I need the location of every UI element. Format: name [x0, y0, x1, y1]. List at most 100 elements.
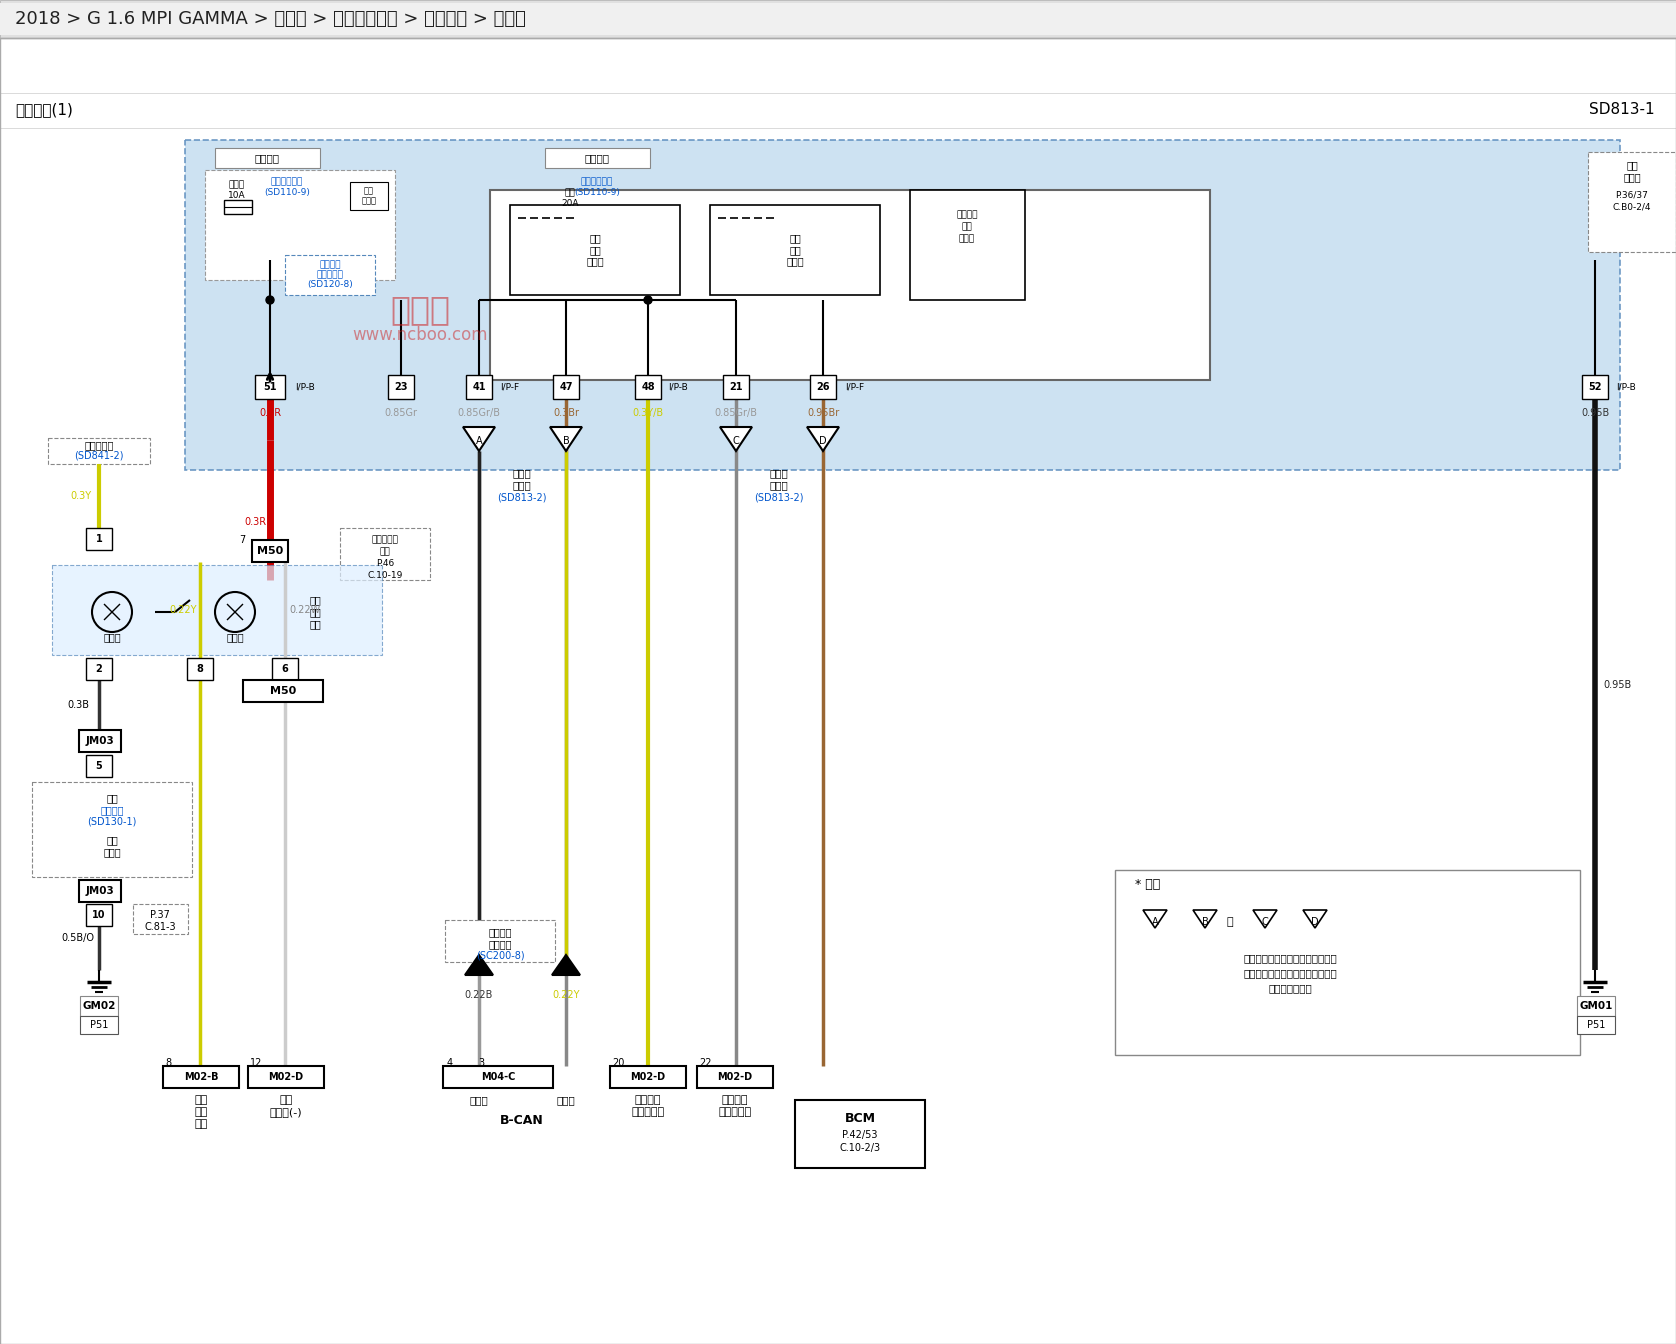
- Text: 高电位: 高电位: [556, 1095, 575, 1105]
- Text: (SD110-9): (SD110-9): [575, 188, 620, 196]
- Text: 0.95B: 0.95B: [1602, 680, 1631, 689]
- Polygon shape: [1254, 910, 1277, 927]
- Text: 门锁闭锁: 门锁闭锁: [957, 211, 977, 219]
- Text: 闪烁器分布: 闪烁器分布: [317, 270, 344, 280]
- Text: 8: 8: [196, 664, 203, 673]
- Text: 0.85Gr/B: 0.85Gr/B: [714, 409, 758, 418]
- Bar: [80, 996, 117, 1016]
- Bar: [204, 169, 396, 280]
- Text: 47: 47: [560, 382, 573, 392]
- Text: 7: 7: [238, 535, 245, 546]
- Text: (SD813-2): (SD813-2): [754, 492, 804, 503]
- Bar: [711, 206, 880, 294]
- Text: 开关: 开关: [308, 620, 320, 629]
- Bar: [794, 1099, 925, 1168]
- Bar: [389, 375, 414, 399]
- Text: P.37: P.37: [151, 910, 169, 921]
- Bar: [0, 38, 1676, 93]
- Text: 参考: 参考: [106, 793, 117, 802]
- Polygon shape: [463, 427, 494, 452]
- Text: D: D: [1311, 917, 1319, 927]
- Bar: [1582, 375, 1607, 399]
- Bar: [910, 190, 1026, 300]
- Text: 从门锁: 从门锁: [769, 468, 788, 478]
- Text: 危险警告灯: 危险警告灯: [372, 535, 399, 544]
- Text: 4: 4: [447, 1058, 453, 1068]
- Text: 电流方向相反。: 电流方向相反。: [1269, 982, 1312, 993]
- Text: 低电位: 低电位: [469, 1095, 488, 1105]
- Text: 门封: 门封: [308, 595, 320, 605]
- Bar: [446, 921, 555, 962]
- Bar: [32, 782, 193, 878]
- Text: 连接器: 连接器: [104, 847, 121, 857]
- Text: 开关: 开关: [380, 547, 391, 556]
- Text: 电流方向。当开锁继电器操作时，: 电流方向。当开锁继电器操作时，: [1244, 968, 1337, 978]
- Text: C.10-2/3: C.10-2/3: [840, 1142, 880, 1153]
- Text: 0.22W: 0.22W: [290, 605, 320, 616]
- Circle shape: [266, 296, 273, 304]
- Bar: [1115, 870, 1580, 1055]
- Text: 41: 41: [473, 382, 486, 392]
- Text: B: B: [1202, 917, 1208, 927]
- Text: 0.22Y: 0.22Y: [169, 605, 196, 616]
- Text: 继电器: 继电器: [959, 234, 975, 243]
- Polygon shape: [1193, 910, 1217, 927]
- Text: 执行器: 执行器: [513, 480, 531, 491]
- Bar: [79, 880, 121, 902]
- Text: 电动门锁(1): 电动门锁(1): [15, 102, 72, 117]
- Text: 门锁: 门锁: [194, 1095, 208, 1105]
- Bar: [243, 680, 323, 702]
- Text: P.42/53: P.42/53: [843, 1130, 878, 1140]
- Bar: [215, 148, 320, 168]
- Bar: [80, 1016, 117, 1034]
- Text: I/P-F: I/P-F: [499, 383, 520, 391]
- Text: 门锁: 门锁: [565, 188, 575, 198]
- Bar: [49, 438, 149, 464]
- Text: 0.3Y: 0.3Y: [70, 491, 92, 501]
- Text: 5: 5: [96, 761, 102, 771]
- Text: 常时电源: 常时电源: [585, 153, 610, 163]
- Text: 51: 51: [263, 382, 277, 392]
- Text: P.36/37: P.36/37: [1616, 191, 1649, 199]
- Text: 操纵: 操纵: [194, 1107, 208, 1117]
- Text: (SD120-8): (SD120-8): [307, 281, 354, 289]
- Text: 0.22B: 0.22B: [464, 991, 493, 1000]
- Bar: [810, 375, 836, 399]
- Text: (SD130-1): (SD130-1): [87, 817, 137, 827]
- Text: 0.85Gr/B: 0.85Gr/B: [458, 409, 501, 418]
- Text: 10A: 10A: [228, 191, 246, 199]
- Bar: [251, 540, 288, 562]
- Text: (SD110-9): (SD110-9): [265, 188, 310, 196]
- Text: JM03: JM03: [85, 886, 114, 896]
- Text: M02-B: M02-B: [184, 1073, 218, 1082]
- Text: 指示灯: 指示灯: [226, 632, 243, 642]
- Text: A: A: [1151, 917, 1158, 927]
- Text: C: C: [1262, 917, 1269, 927]
- Bar: [272, 659, 298, 680]
- Bar: [466, 375, 493, 399]
- Bar: [255, 375, 285, 399]
- Text: 0.85Gr: 0.85Gr: [384, 409, 417, 418]
- Text: SD813-1: SD813-1: [1589, 102, 1654, 117]
- Bar: [0, 0, 1676, 38]
- Text: 开关: 开关: [194, 1120, 208, 1129]
- Polygon shape: [464, 956, 493, 974]
- Text: I/P-F: I/P-F: [845, 383, 865, 391]
- Text: I/P-B: I/P-B: [669, 383, 687, 391]
- Text: 室内: 室内: [1626, 160, 1637, 169]
- Text: M04-C: M04-C: [481, 1073, 515, 1082]
- Text: A: A: [476, 435, 483, 446]
- Bar: [85, 528, 112, 550]
- Bar: [697, 1066, 773, 1089]
- Text: 参考燃断分布: 参考燃断分布: [582, 177, 613, 187]
- Text: 0.22Y: 0.22Y: [553, 991, 580, 1000]
- Text: 箭头方向说明闭锁继电器操作时的: 箭头方向说明闭锁继电器操作时的: [1244, 953, 1337, 964]
- Bar: [1577, 996, 1616, 1016]
- Text: 3: 3: [478, 1058, 484, 1068]
- Text: 12: 12: [250, 1058, 263, 1068]
- Polygon shape: [1143, 910, 1166, 927]
- Text: GM01: GM01: [1579, 1001, 1612, 1011]
- Bar: [510, 206, 680, 294]
- Bar: [489, 190, 1210, 380]
- Text: M02-D: M02-D: [630, 1073, 665, 1082]
